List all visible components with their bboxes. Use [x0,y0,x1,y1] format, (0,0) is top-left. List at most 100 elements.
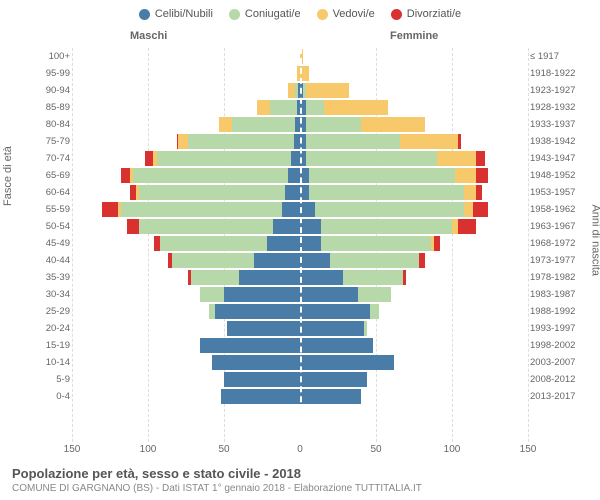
bar-segment [300,219,321,234]
bar-segment [403,270,406,285]
y-axis-title-right: Anni di nascita [590,204,600,276]
legend-item: Coniugati/e [229,8,301,20]
center-axis [300,48,302,442]
bar-segment [300,253,330,268]
bar-segment [288,83,296,98]
age-label: 50-54 [44,221,70,232]
bar-segment [254,253,300,268]
bar-segment [300,338,373,353]
bar-segment [172,253,254,268]
legend: Celibi/NubiliConiugati/eVedovi/eDivorzia… [0,0,600,24]
x-axis: 15010050050100150 [72,444,528,458]
bar-female [300,236,440,251]
bar-segment [227,321,300,336]
bar-segment [434,236,440,251]
bar-segment [191,270,240,285]
bar-segment [288,168,300,183]
bar-female [300,355,394,370]
bar-segment [321,219,452,234]
bar-segment [212,355,300,370]
bar-female [300,117,425,132]
birth-year-label: 1943-1947 [530,153,584,164]
bar-female [300,338,373,353]
x-tick-label: 100 [444,444,461,455]
bar-segment [102,202,117,217]
bar-segment [476,168,488,183]
bar-female [300,372,367,387]
x-tick-label: 100 [140,444,157,455]
bar-segment [306,134,400,149]
bar-segment [300,304,370,319]
bar-male [212,355,300,370]
bar-male [188,270,300,285]
bar-male [154,236,300,251]
bar-female [300,202,488,217]
bar-segment [157,151,291,166]
x-tick-label: 150 [520,444,537,455]
bar-segment [458,219,476,234]
bar-segment [300,287,358,302]
birth-year-label: 1933-1937 [530,119,584,130]
bar-male [288,83,300,98]
header-female: Femmine [390,30,438,42]
birth-year-label: 1938-1942 [530,136,584,147]
bar-segment [343,270,404,285]
birth-year-label: 2008-2012 [530,374,584,385]
bar-female [300,253,425,268]
bar-segment [370,304,379,319]
bar-male [224,372,300,387]
birth-year-label: 1953-1957 [530,187,584,198]
age-label: 70-74 [44,153,70,164]
chart-area: 15010050050100150 100+≤ 191795-991918-19… [48,48,552,442]
bar-segment [309,168,455,183]
footer: Popolazione per età, sesso e stato civil… [12,466,422,494]
bar-male [177,134,300,149]
bar-male [102,202,300,217]
birth-year-label: 1993-1997 [530,323,584,334]
bar-segment [267,236,300,251]
bar-female [300,287,391,302]
bar-segment [300,389,361,404]
legend-swatch [317,9,328,20]
bar-segment [257,100,269,115]
bar-female [300,83,349,98]
x-tick-label: 50 [218,444,229,455]
bar-segment [306,100,324,115]
bar-male [130,185,300,200]
bar-segment [221,389,300,404]
bar-segment [133,168,288,183]
bar-segment [224,287,300,302]
legend-label: Celibi/Nubili [155,8,213,20]
bar-female [300,389,361,404]
bar-male [200,338,300,353]
bar-segment [330,253,418,268]
birth-year-label: 1968-1972 [530,238,584,249]
age-label: 25-29 [44,306,70,317]
bar-female [300,185,482,200]
age-label: 75-79 [44,136,70,147]
age-label: 35-39 [44,272,70,283]
bar-male [227,321,300,336]
age-label: 10-14 [44,357,70,368]
bar-segment [419,253,425,268]
birth-year-label: 1958-1962 [530,204,584,215]
legend-swatch [391,9,402,20]
bar-female [300,151,485,166]
age-label: 5-9 [44,374,70,385]
legend-item: Divorziati/e [391,8,461,20]
birth-year-label: 2013-2017 [530,391,584,402]
age-label: 95-99 [44,68,70,79]
bar-male [221,389,300,404]
x-tick-label: 0 [297,444,303,455]
bar-segment [121,168,130,183]
bar-segment [188,134,294,149]
bar-female [300,168,488,183]
bar-segment [215,304,300,319]
bar-segment [464,185,476,200]
bar-segment [224,372,300,387]
gridline [528,48,529,442]
bar-female [300,270,406,285]
bar-segment [121,202,282,217]
bar-segment [239,270,300,285]
bar-segment [437,151,477,166]
